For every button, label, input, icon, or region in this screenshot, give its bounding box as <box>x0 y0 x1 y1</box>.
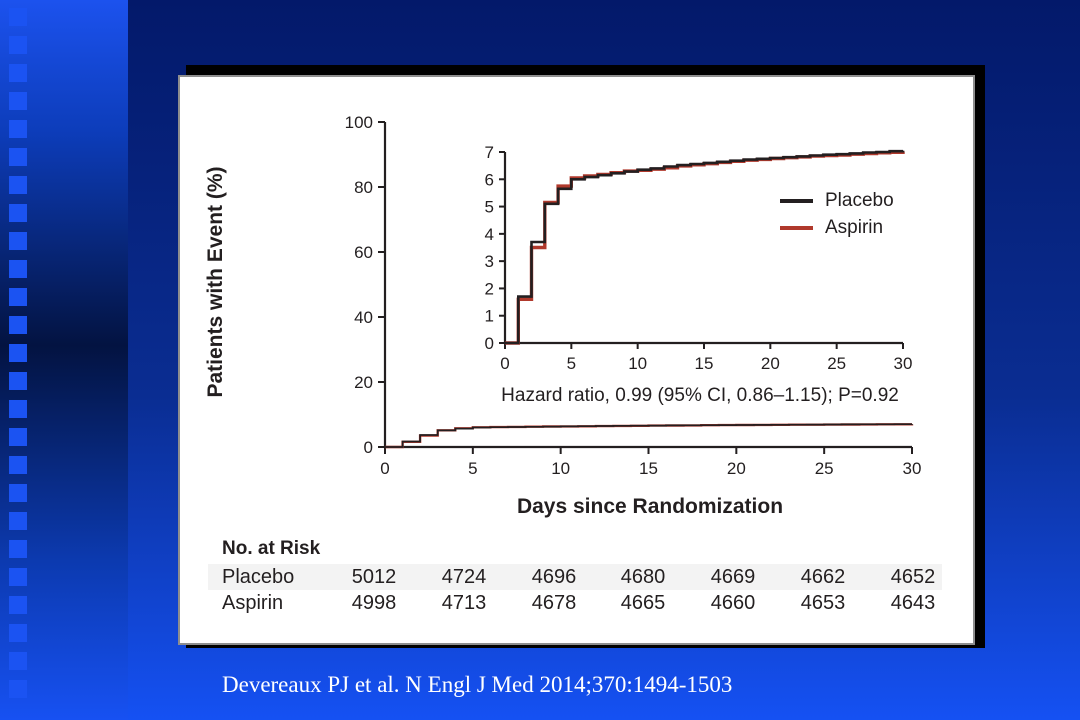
legend-label-placebo: Placebo <box>825 189 894 211</box>
svg-text:6: 6 <box>485 170 494 189</box>
risk-count: 4643 <box>890 592 936 614</box>
svg-text:30: 30 <box>903 459 922 478</box>
svg-text:5: 5 <box>485 198 494 217</box>
svg-text:25: 25 <box>815 459 834 478</box>
risk-count: 4678 <box>531 592 577 614</box>
risk-table-row: Placebo 5012 4724 4696 4680 4669 4662 4652 <box>180 564 973 590</box>
svg-text:0: 0 <box>485 334 494 353</box>
svg-text:20: 20 <box>727 459 746 478</box>
svg-text:7: 7 <box>485 143 494 162</box>
decor-square <box>9 652 27 670</box>
decor-square <box>9 596 27 614</box>
risk-count: 4713 <box>441 592 487 614</box>
aspirin-line-swatch <box>780 225 813 230</box>
citation-text: Devereaux PJ et al. N Engl J Med 2014;37… <box>222 672 733 697</box>
x-axis-title: Days since Randomization <box>516 495 784 518</box>
svg-text:100: 100 <box>345 113 373 132</box>
svg-text:0: 0 <box>364 438 373 457</box>
svg-text:40: 40 <box>354 308 373 327</box>
decor-square <box>9 260 27 278</box>
svg-text:5: 5 <box>567 354 576 373</box>
svg-text:0: 0 <box>500 354 509 373</box>
decor-square <box>9 8 27 26</box>
risk-count: 4662 <box>800 566 846 588</box>
svg-text:3: 3 <box>485 252 494 271</box>
decor-square <box>9 36 27 54</box>
svg-text:4: 4 <box>485 225 494 244</box>
decor-square <box>9 148 27 166</box>
risk-count: 4652 <box>890 566 936 588</box>
decor-square <box>9 372 27 390</box>
risk-count: 4680 <box>620 566 666 588</box>
decor-square <box>9 680 27 698</box>
decor-square <box>9 120 27 138</box>
svg-text:0: 0 <box>380 459 389 478</box>
svg-text:1: 1 <box>485 307 494 326</box>
decor-square <box>9 456 27 474</box>
row-shading <box>208 564 942 590</box>
decor-square <box>9 344 27 362</box>
figure-panel: 0 20 40 60 80 100 0 5 10 15 20 25 30 0 1 2 3 4 5 6 7 0 5 10 15 20… <box>178 75 975 645</box>
risk-count: 4724 <box>441 566 487 588</box>
decor-square <box>9 484 27 502</box>
decor-square <box>9 64 27 82</box>
kaplan-meier-chart: 0 20 40 60 80 100 0 5 10 15 20 25 30 0 1 2 3 4 5 6 7 0 5 10 15 20… <box>345 113 922 478</box>
decor-square <box>9 316 27 334</box>
risk-count: 4696 <box>531 566 577 588</box>
risk-table-row: Aspirin 4998 4713 4678 4665 4660 4653 4643 <box>180 590 973 616</box>
svg-text:10: 10 <box>551 459 570 478</box>
legend-label-aspirin: Aspirin <box>825 216 884 238</box>
chart-legend: Placebo Aspirin <box>780 187 894 241</box>
risk-count: 4998 <box>351 592 397 614</box>
svg-text:15: 15 <box>639 459 658 478</box>
decor-square <box>9 400 27 418</box>
svg-text:30: 30 <box>894 354 913 373</box>
decor-square <box>9 92 27 110</box>
risk-row-label: Aspirin <box>222 592 284 614</box>
risk-count: 5012 <box>351 566 397 588</box>
decor-square <box>9 428 27 446</box>
risk-table-title: No. at Risk <box>222 538 321 559</box>
decor-square <box>9 176 27 194</box>
svg-text:5: 5 <box>468 459 477 478</box>
svg-text:10: 10 <box>628 354 647 373</box>
svg-text:20: 20 <box>354 373 373 392</box>
svg-text:20: 20 <box>761 354 780 373</box>
svg-text:15: 15 <box>695 354 714 373</box>
risk-count: 4665 <box>620 592 666 614</box>
decor-square <box>9 204 27 222</box>
decor-square <box>9 540 27 558</box>
hazard-ratio-annotation: Hazard ratio, 0.99 (95% CI, 0.86–1.15); … <box>501 385 899 406</box>
decor-square <box>9 568 27 586</box>
risk-count: 4660 <box>710 592 756 614</box>
decor-square <box>9 624 27 642</box>
svg-text:2: 2 <box>485 279 494 298</box>
svg-text:60: 60 <box>354 243 373 262</box>
decor-square <box>9 512 27 530</box>
svg-text:80: 80 <box>354 178 373 197</box>
legend-item-aspirin: Aspirin <box>780 214 894 241</box>
risk-row-label: Placebo <box>222 566 295 588</box>
svg-text:25: 25 <box>827 354 846 373</box>
risk-count: 4653 <box>800 592 846 614</box>
decor-square <box>9 288 27 306</box>
risk-count: 4669 <box>710 566 756 588</box>
placebo-line-swatch <box>780 198 813 203</box>
decor-square <box>9 232 27 250</box>
y-axis-title: Patients with Event (%) <box>204 166 227 398</box>
left-decor-band <box>0 0 128 720</box>
legend-item-placebo: Placebo <box>780 187 894 214</box>
